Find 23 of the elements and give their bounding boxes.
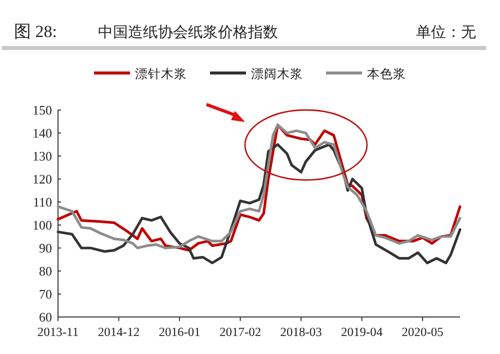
chart-subtitle: 中国造纸协会纸浆价格指数 xyxy=(98,24,278,41)
y-tick-label: 60 xyxy=(39,310,52,324)
y-tick-label: 100 xyxy=(32,218,52,232)
chart-title: 图 28: xyxy=(14,22,57,41)
y-tick-label: 110 xyxy=(32,194,52,210)
y-tick-label: 80 xyxy=(39,264,52,278)
y-tick-label: 140 xyxy=(32,126,52,140)
y-tick-label: 150 xyxy=(32,102,52,118)
legend-label: 漂针木浆 xyxy=(135,67,187,81)
legend-label: 漂阔木浆 xyxy=(251,67,303,81)
y-tick-label: 90 xyxy=(39,240,52,256)
x-tick-label: 2014-12 xyxy=(98,325,140,339)
text: 单位：无 xyxy=(416,24,476,41)
y-tick-label: 130 xyxy=(32,148,52,164)
x-tick-label: 2017-02 xyxy=(219,325,262,339)
x-tick-label: 2019-04 xyxy=(341,325,384,339)
x-tick-label: 2016-01 xyxy=(158,325,200,339)
y-tick-label: 120 xyxy=(32,172,52,186)
x-tick-label: 2018-03 xyxy=(280,325,322,339)
y-tick-label: 70 xyxy=(39,286,52,302)
x-tick-label: 2013-11 xyxy=(37,325,79,339)
x-tick-label: 2020-05 xyxy=(402,325,444,339)
legend-label: 本色浆 xyxy=(367,67,406,81)
